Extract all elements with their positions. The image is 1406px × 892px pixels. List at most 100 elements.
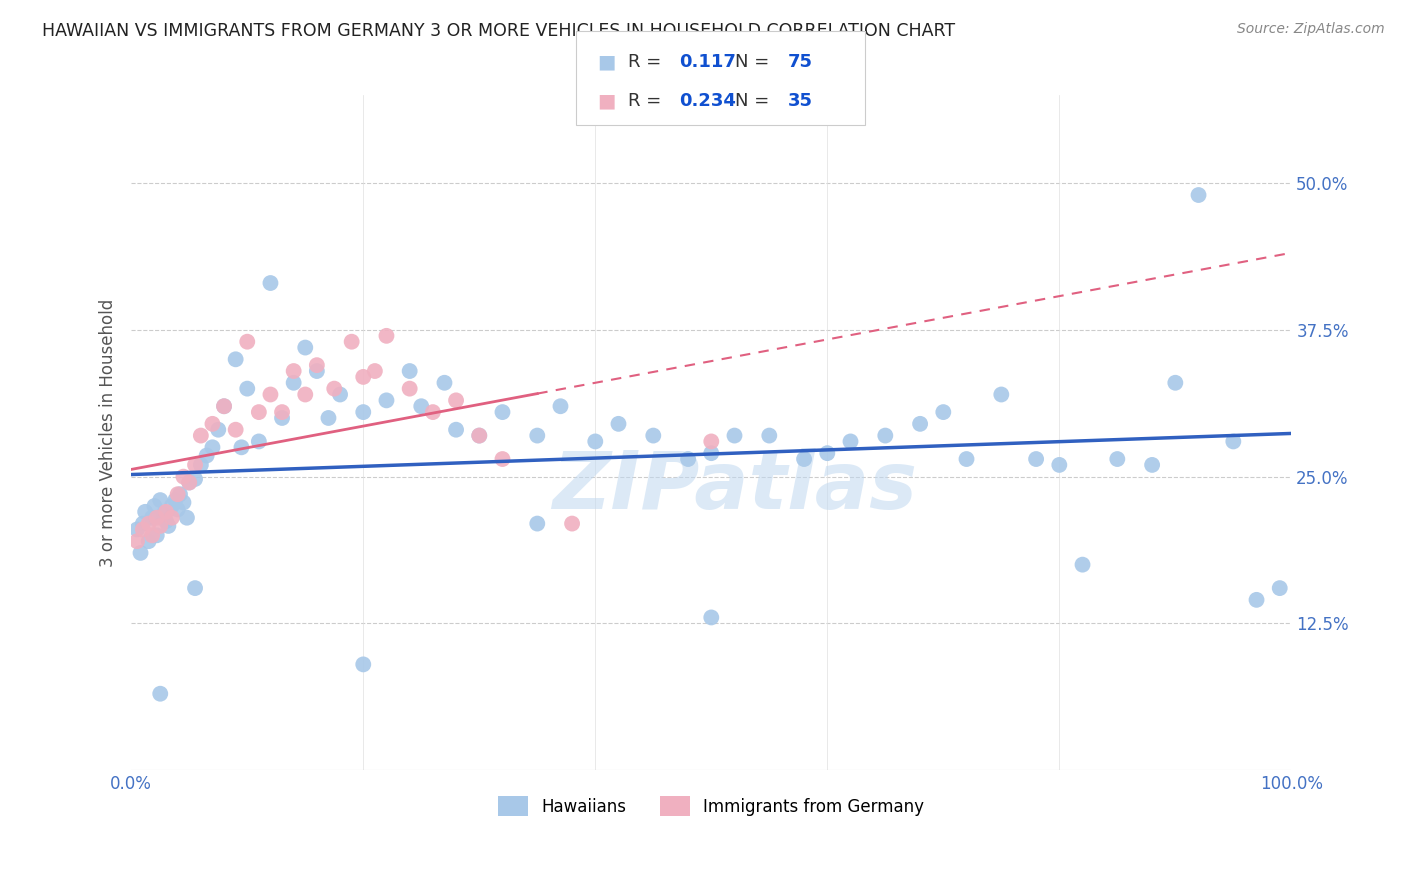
Point bbox=[468, 428, 491, 442]
Point bbox=[184, 458, 207, 472]
Point bbox=[172, 495, 194, 509]
Point bbox=[398, 364, 420, 378]
Point bbox=[352, 405, 374, 419]
Point bbox=[190, 428, 212, 442]
Point bbox=[157, 519, 180, 533]
Point bbox=[271, 405, 294, 419]
Point bbox=[375, 393, 398, 408]
Point bbox=[283, 364, 305, 378]
Point bbox=[152, 507, 174, 521]
Text: R =: R = bbox=[628, 92, 668, 110]
Point bbox=[318, 411, 340, 425]
Point bbox=[125, 523, 148, 537]
Point bbox=[955, 452, 977, 467]
Point bbox=[146, 510, 169, 524]
Point bbox=[201, 417, 224, 431]
Point bbox=[1047, 458, 1070, 472]
Point bbox=[201, 440, 224, 454]
Point bbox=[169, 487, 191, 501]
Point bbox=[793, 452, 815, 467]
Point bbox=[908, 417, 931, 431]
Point bbox=[225, 352, 247, 367]
Point bbox=[184, 581, 207, 595]
Point bbox=[236, 382, 259, 396]
Point bbox=[160, 510, 183, 524]
Text: 75: 75 bbox=[787, 54, 813, 71]
Point bbox=[149, 519, 172, 533]
Point bbox=[643, 428, 665, 442]
Point bbox=[990, 387, 1012, 401]
Point bbox=[422, 405, 444, 419]
Point bbox=[155, 505, 177, 519]
Point bbox=[132, 516, 155, 531]
Point bbox=[146, 528, 169, 542]
Point bbox=[305, 364, 328, 378]
Point bbox=[166, 487, 188, 501]
Point bbox=[1025, 452, 1047, 467]
Point bbox=[129, 546, 152, 560]
Text: Source: ZipAtlas.com: Source: ZipAtlas.com bbox=[1237, 22, 1385, 37]
Point bbox=[155, 514, 177, 528]
Point bbox=[143, 499, 166, 513]
Point bbox=[212, 399, 235, 413]
Point bbox=[398, 382, 420, 396]
Point bbox=[184, 472, 207, 486]
Point bbox=[225, 423, 247, 437]
Point bbox=[236, 334, 259, 349]
Point bbox=[375, 328, 398, 343]
Point bbox=[149, 687, 172, 701]
Point bbox=[149, 493, 172, 508]
Point bbox=[433, 376, 456, 390]
Point bbox=[179, 475, 201, 490]
Point bbox=[723, 428, 745, 442]
Point bbox=[294, 341, 316, 355]
Text: N =: N = bbox=[735, 54, 775, 71]
Point bbox=[160, 499, 183, 513]
Point bbox=[839, 434, 862, 449]
Text: N =: N = bbox=[735, 92, 775, 110]
Point bbox=[526, 428, 548, 442]
Point bbox=[1071, 558, 1094, 572]
Point bbox=[271, 411, 294, 425]
Point bbox=[411, 399, 433, 413]
Point bbox=[134, 505, 156, 519]
Point bbox=[125, 534, 148, 549]
Point bbox=[323, 382, 346, 396]
Point bbox=[1140, 458, 1163, 472]
Point bbox=[141, 528, 163, 542]
Point bbox=[259, 387, 281, 401]
Point bbox=[138, 516, 160, 531]
Point bbox=[561, 516, 583, 531]
Point bbox=[676, 452, 699, 467]
Point bbox=[212, 399, 235, 413]
Legend: Hawaiians, Immigrants from Germany: Hawaiians, Immigrants from Germany bbox=[492, 789, 931, 822]
Point bbox=[259, 276, 281, 290]
Point bbox=[141, 510, 163, 524]
Point bbox=[247, 405, 270, 419]
Point bbox=[247, 434, 270, 449]
Text: ZIPatlas: ZIPatlas bbox=[553, 448, 917, 525]
Point bbox=[364, 364, 387, 378]
Y-axis label: 3 or more Vehicles in Household: 3 or more Vehicles in Household bbox=[100, 299, 117, 566]
Point bbox=[138, 534, 160, 549]
Point bbox=[875, 428, 897, 442]
Point bbox=[700, 610, 723, 624]
Point bbox=[190, 458, 212, 472]
Point bbox=[468, 428, 491, 442]
Point bbox=[329, 387, 352, 401]
Point bbox=[491, 452, 513, 467]
Point bbox=[1246, 592, 1268, 607]
Point bbox=[1164, 376, 1187, 390]
Point bbox=[340, 334, 363, 349]
Text: 0.234: 0.234 bbox=[679, 92, 735, 110]
Point bbox=[176, 510, 198, 524]
Point bbox=[550, 399, 572, 413]
Point bbox=[165, 493, 187, 508]
Point bbox=[700, 434, 723, 449]
Text: 35: 35 bbox=[787, 92, 813, 110]
Point bbox=[179, 475, 201, 490]
Point bbox=[283, 376, 305, 390]
Text: 0.117: 0.117 bbox=[679, 54, 735, 71]
Point bbox=[305, 358, 328, 372]
Point bbox=[932, 405, 955, 419]
